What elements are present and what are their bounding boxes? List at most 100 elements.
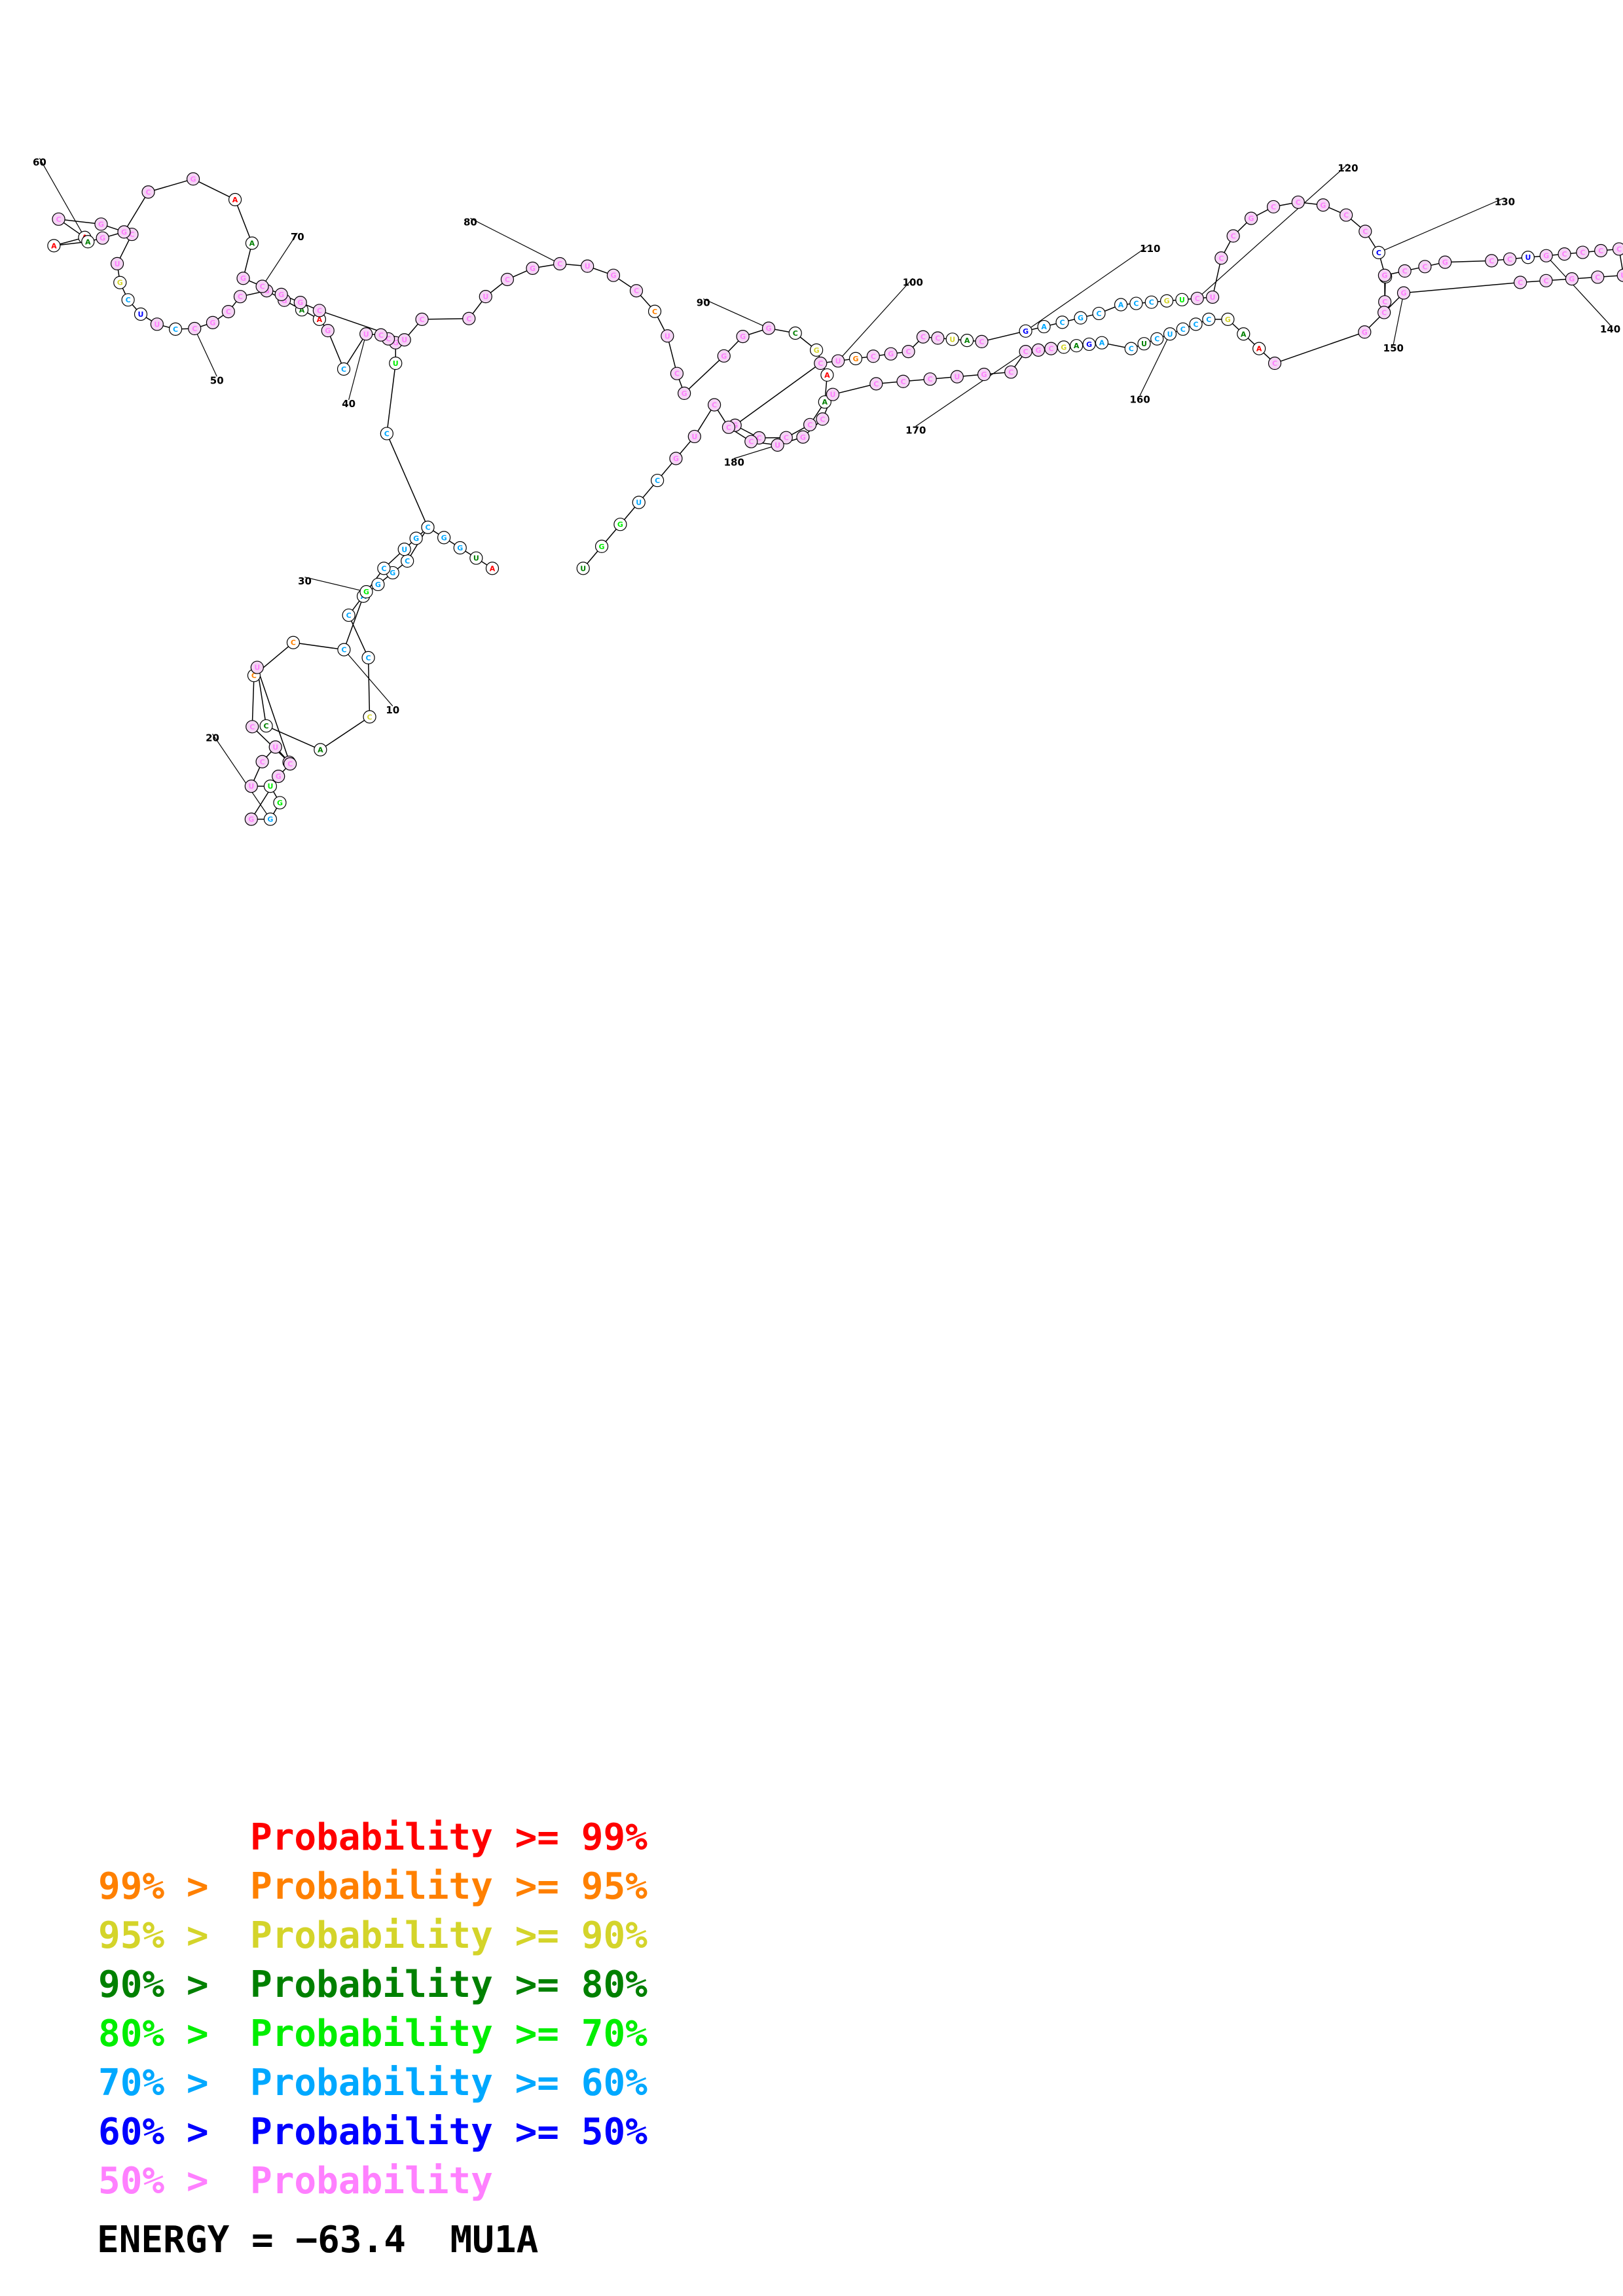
nucleotide-letter: U [483,293,488,301]
nucleotide-letter: C [1206,315,1211,324]
nucleotide-circle [397,543,411,556]
nucleotide-letter: C [674,370,680,378]
nucleotide-letter: C [1060,318,1065,327]
nucleotide-letter: G [981,370,987,379]
nucleotide-circle [553,257,567,271]
nucleotide-circle [236,272,250,285]
nucleotide-circle [1252,342,1266,355]
nucleotide-circle [788,326,802,340]
legend-row-prefix: 50% > [98,2160,231,2202]
legend-row-prefix: 60% > [98,2111,231,2153]
nucleotide-letter: C [249,723,255,731]
nucleotide-letter: C [793,329,798,338]
nucleotide-letter: C [818,359,823,368]
nucleotide-letter: C [1422,262,1427,271]
index-label: 110 [1140,243,1160,255]
nucleotide-letter: G [375,581,381,589]
nucleotide-circle [415,312,429,326]
backbone-segment [327,330,344,370]
nucleotide-letter: C [1218,254,1224,262]
nucleotide-letter: U [1167,330,1173,338]
index-tick [304,577,367,592]
legend-row-text: Probability >= 80% [250,1964,647,2006]
nucleotide-letter: C [1343,211,1349,220]
legend-row: 99% > Probability >= 95% [98,1869,647,1905]
nucleotide-circle [810,343,824,357]
nucleotide-letter: G [1061,343,1067,351]
nucleotide-circle [629,284,644,298]
legend-row: 80% > Probability >= 70% [98,2016,647,2053]
index-label: 50 [210,374,224,386]
nucleotide-letter: G [1035,346,1041,355]
index-label: 140 [1600,323,1620,335]
nucleotide-letter: C [1194,320,1199,329]
nucleotide-letter: U [954,373,960,382]
nucleotide-circle [1137,337,1151,351]
nucleotide-letter: C [726,423,731,432]
nucleotide-circle [1129,296,1143,310]
nucleotide-letter: U [830,391,836,399]
nucleotide-circle [81,235,95,249]
nucleotide-letter: C [384,429,390,438]
nucleotide-letter: G [1543,252,1549,260]
nucleotide-circle [117,225,131,239]
nucleotide-circle [1398,264,1412,278]
nucleotide-circle [803,418,817,431]
index-label: 10 [386,704,399,716]
nucleotide-circle [1418,260,1432,274]
nucleotide-circle [233,290,247,304]
nucleotide-letter: C [341,646,346,655]
nucleotide-circle [1359,224,1372,238]
nucleotide-circle [1594,243,1608,258]
nucleotide-letter: C [1489,257,1494,265]
nucleotide-letter: C [634,287,639,295]
nucleotide-letter: C [1231,232,1236,241]
nucleotide-circle [94,217,108,231]
nucleotide-letter: U [138,310,144,319]
nucleotide-letter: G [278,291,284,299]
nucleotide-circle [1057,340,1070,354]
nucleotide-circle [831,354,845,368]
nucleotide-circle [150,317,164,331]
nucleotide-letter: U [248,782,254,791]
nucleotide-letter: A [490,564,496,573]
nucleotide-circle [779,431,793,444]
nucleotide-letter: G [441,533,447,542]
nucleotide-circle [397,333,411,347]
nucleotide-circle [286,636,301,649]
nucleotide-circle [1159,294,1174,308]
nucleotide-circle [613,518,627,531]
nucleotide-letter: U [665,332,670,340]
nucleotide-letter: U [1620,272,1623,280]
index-tick [915,351,1026,427]
backbone-segment [266,725,321,751]
nucleotide-letter: G [1225,315,1231,324]
backbone-segment [58,219,101,225]
nucleotide-circle [960,334,974,348]
backbone-segment [1403,281,1521,294]
index-tick [212,733,271,819]
nucleotide-circle [263,812,278,826]
nucleotide-letter: G [1023,327,1029,336]
index-tick [1025,244,1151,332]
nucleotide-circle [337,643,351,656]
backbone-segment [832,383,877,395]
nucleotide-circle [1539,274,1553,287]
nucleotide-letter: C [712,401,717,410]
nucleotide-letter: A [51,242,57,250]
nucleotide-letter: A [85,238,91,246]
nucleotide-letter: G [240,274,246,283]
nucleotide-letter: C [906,348,911,356]
nucleotide-letter: G [210,319,215,327]
nucleotide-circle [1189,317,1203,331]
nucleotide-letter: G [1078,314,1084,323]
nucleotide-letter: C [928,375,933,384]
backbone-segment [343,596,364,650]
nucleotide-circle [884,347,898,361]
nucleotide-letter: U [272,743,278,751]
nucleotide-letter: C [1195,295,1200,303]
nucleotide-letter: C [871,352,876,361]
nucleotide-letter: C [378,331,384,340]
nucleotide-circle [244,780,258,793]
nucleotide-letter: C [420,315,425,324]
